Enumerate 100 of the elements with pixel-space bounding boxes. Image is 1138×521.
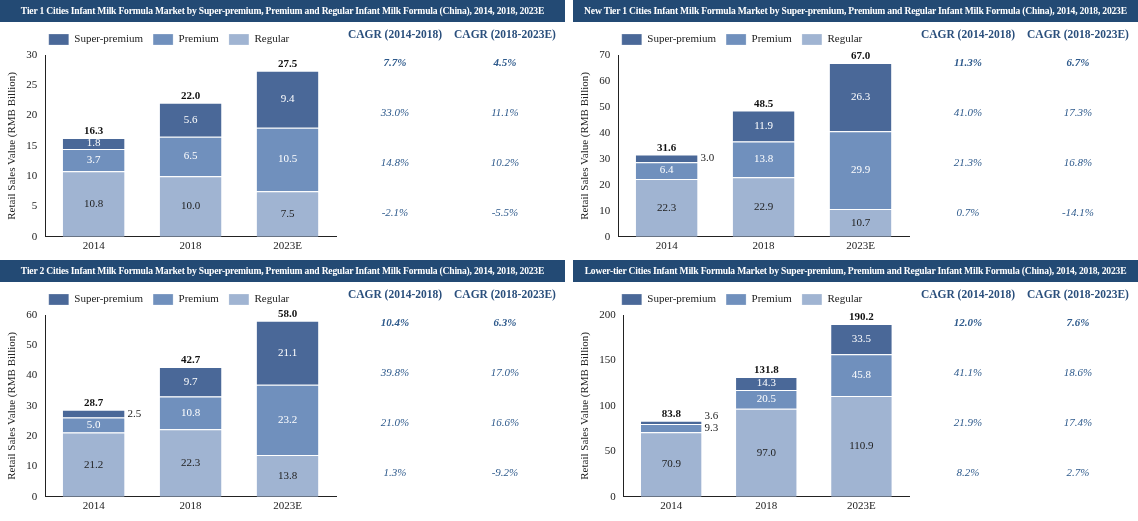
legend-label: Super-premium [74, 32, 144, 45]
data-label: 21.2 [84, 457, 104, 470]
total-label: 27.5 [277, 57, 298, 70]
text: 7.6% [1065, 316, 1091, 328]
legend-label: Premium [178, 292, 220, 305]
y-tick-label: 10 [26, 169, 38, 182]
y-tick-label: 10 [599, 203, 611, 216]
total-label: 67.0 [850, 49, 871, 62]
y-tick-label: 50 [604, 444, 617, 457]
text: 39.8% [379, 366, 411, 378]
data-label: 10.8 [180, 405, 201, 418]
legend-label: Regular [827, 292, 863, 305]
y-axis-title: Retail Sales Value (RMB Billion) [5, 331, 19, 480]
text: 16.8% [1062, 156, 1094, 168]
text: 18.6% [1062, 366, 1094, 378]
total-label: 48.5 [753, 96, 774, 109]
text: 0.7% [955, 206, 981, 218]
text: CAGR (2018-2023E) [1026, 28, 1130, 40]
y-tick-label: 200 [599, 307, 617, 320]
text: 6.3% [492, 316, 518, 328]
y-tick-label: 30 [26, 47, 38, 60]
data-label: 23.2 [277, 412, 298, 425]
x-tick-label: 2014 [655, 239, 679, 252]
data-label: 110.9 [849, 439, 875, 452]
data-label: 70.9 [661, 457, 682, 470]
x-tick-label: 2014 [82, 499, 106, 512]
x-tick-label: 2018 [755, 499, 778, 512]
x-tick-label: 2023E [273, 239, 303, 252]
data-label: 11.9 [754, 118, 774, 131]
x-tick-label: 2023E [846, 239, 876, 252]
text: -2.1% [380, 206, 410, 218]
data-label: 10.7 [850, 215, 871, 228]
x-tick-label: 2018 [179, 499, 203, 512]
text: 8.2% [955, 466, 981, 478]
y-tick-label: 150 [599, 353, 617, 366]
text: 33.0% [379, 106, 411, 118]
data-label: 29.9 [850, 163, 871, 176]
text: 17.4% [1062, 416, 1094, 428]
total-label: 28.7 [84, 396, 104, 409]
data-label: 9.4 [280, 92, 295, 105]
y-tick-label: 10 [26, 459, 38, 472]
y-tick-label: 50 [26, 338, 38, 351]
text: 21.9% [952, 416, 984, 428]
y-tick-label: 0 [31, 229, 38, 242]
y-tick-label: 0 [610, 489, 617, 502]
data-label: 10.0 [180, 199, 201, 212]
y-tick-label: 5 [31, 199, 38, 212]
y-axis-title: Retail Sales Value (RMB Billion) [578, 71, 592, 220]
data-label: 6.5 [183, 149, 198, 162]
x-tick-label: 2023E [847, 499, 877, 512]
y-tick-label: 70 [599, 47, 611, 60]
legend-label: Regular [254, 32, 290, 45]
y-tick-label: 15 [26, 138, 38, 151]
data-label: 7.5 [280, 206, 295, 219]
text: 7.7% [382, 56, 408, 68]
total-label: 22.0 [180, 89, 201, 102]
data-label: 22.3 [180, 455, 201, 468]
text: 2.7% [1065, 466, 1091, 478]
total-label: 16.3 [84, 124, 104, 137]
data-label: 22.3 [657, 200, 677, 213]
text: CAGR (2018-2023E) [1026, 288, 1130, 300]
text: CAGR (2018-2023E) [453, 28, 557, 40]
chart-title: Lower-tier Cities Infant Milk Formula Market by Super-premium, Premium and Regular Infant Milk Formula (China), 2014, 2018, 2023E [573, 260, 1138, 282]
text: CAGR (2014-2018) [346, 28, 444, 40]
total-label: 131.8 [753, 363, 780, 376]
text: -14.1% [1060, 206, 1096, 218]
text: 21.3% [952, 156, 984, 168]
text: 21.0% [379, 416, 411, 428]
legend-label: Regular [827, 32, 863, 45]
text: 16.6% [489, 416, 521, 428]
data-label: 9.3 [704, 421, 719, 434]
data-label: 2.5 [127, 406, 142, 419]
legend-label: Premium [751, 292, 793, 305]
data-label: 33.5 [851, 332, 872, 345]
text: 11.3% [953, 56, 983, 68]
x-tick-label: 2014 [660, 499, 683, 512]
text: 12.0% [952, 316, 984, 328]
data-label: 13.8 [277, 468, 298, 481]
text: 4.5% [492, 56, 518, 68]
data-label: 20.5 [756, 392, 777, 405]
y-tick-label: 60 [26, 307, 38, 320]
total-label: 31.6 [657, 140, 677, 153]
y-tick-label: 20 [26, 108, 38, 121]
text: 11.1% [490, 106, 520, 118]
text: CAGR (2014-2018) [919, 288, 1017, 300]
text: 6.7% [1065, 56, 1091, 68]
y-axis-title: Retail Sales Value (RMB Billion) [5, 71, 19, 220]
data-label: 21.1 [277, 345, 298, 358]
chart-title: Tier 1 Cities Infant Milk Formula Market by Super-premium, Premium and Regular Infant Milk Formula (China), 2014, 2018, 2023E [0, 0, 565, 22]
data-label: 3.0 [700, 151, 715, 164]
data-label: 45.8 [851, 368, 872, 381]
legend-label: Regular [254, 292, 290, 305]
legend-label: Super-premium [74, 292, 144, 305]
y-tick-label: 20 [599, 177, 611, 190]
y-tick-label: 30 [599, 151, 611, 164]
data-label: 10.8 [84, 196, 104, 209]
text: 14.8% [379, 156, 411, 168]
text: -9.2% [490, 466, 520, 478]
y-tick-label: 60 [599, 73, 611, 86]
y-axis-title: Retail Sales Value (RMB Billion) [578, 331, 592, 480]
